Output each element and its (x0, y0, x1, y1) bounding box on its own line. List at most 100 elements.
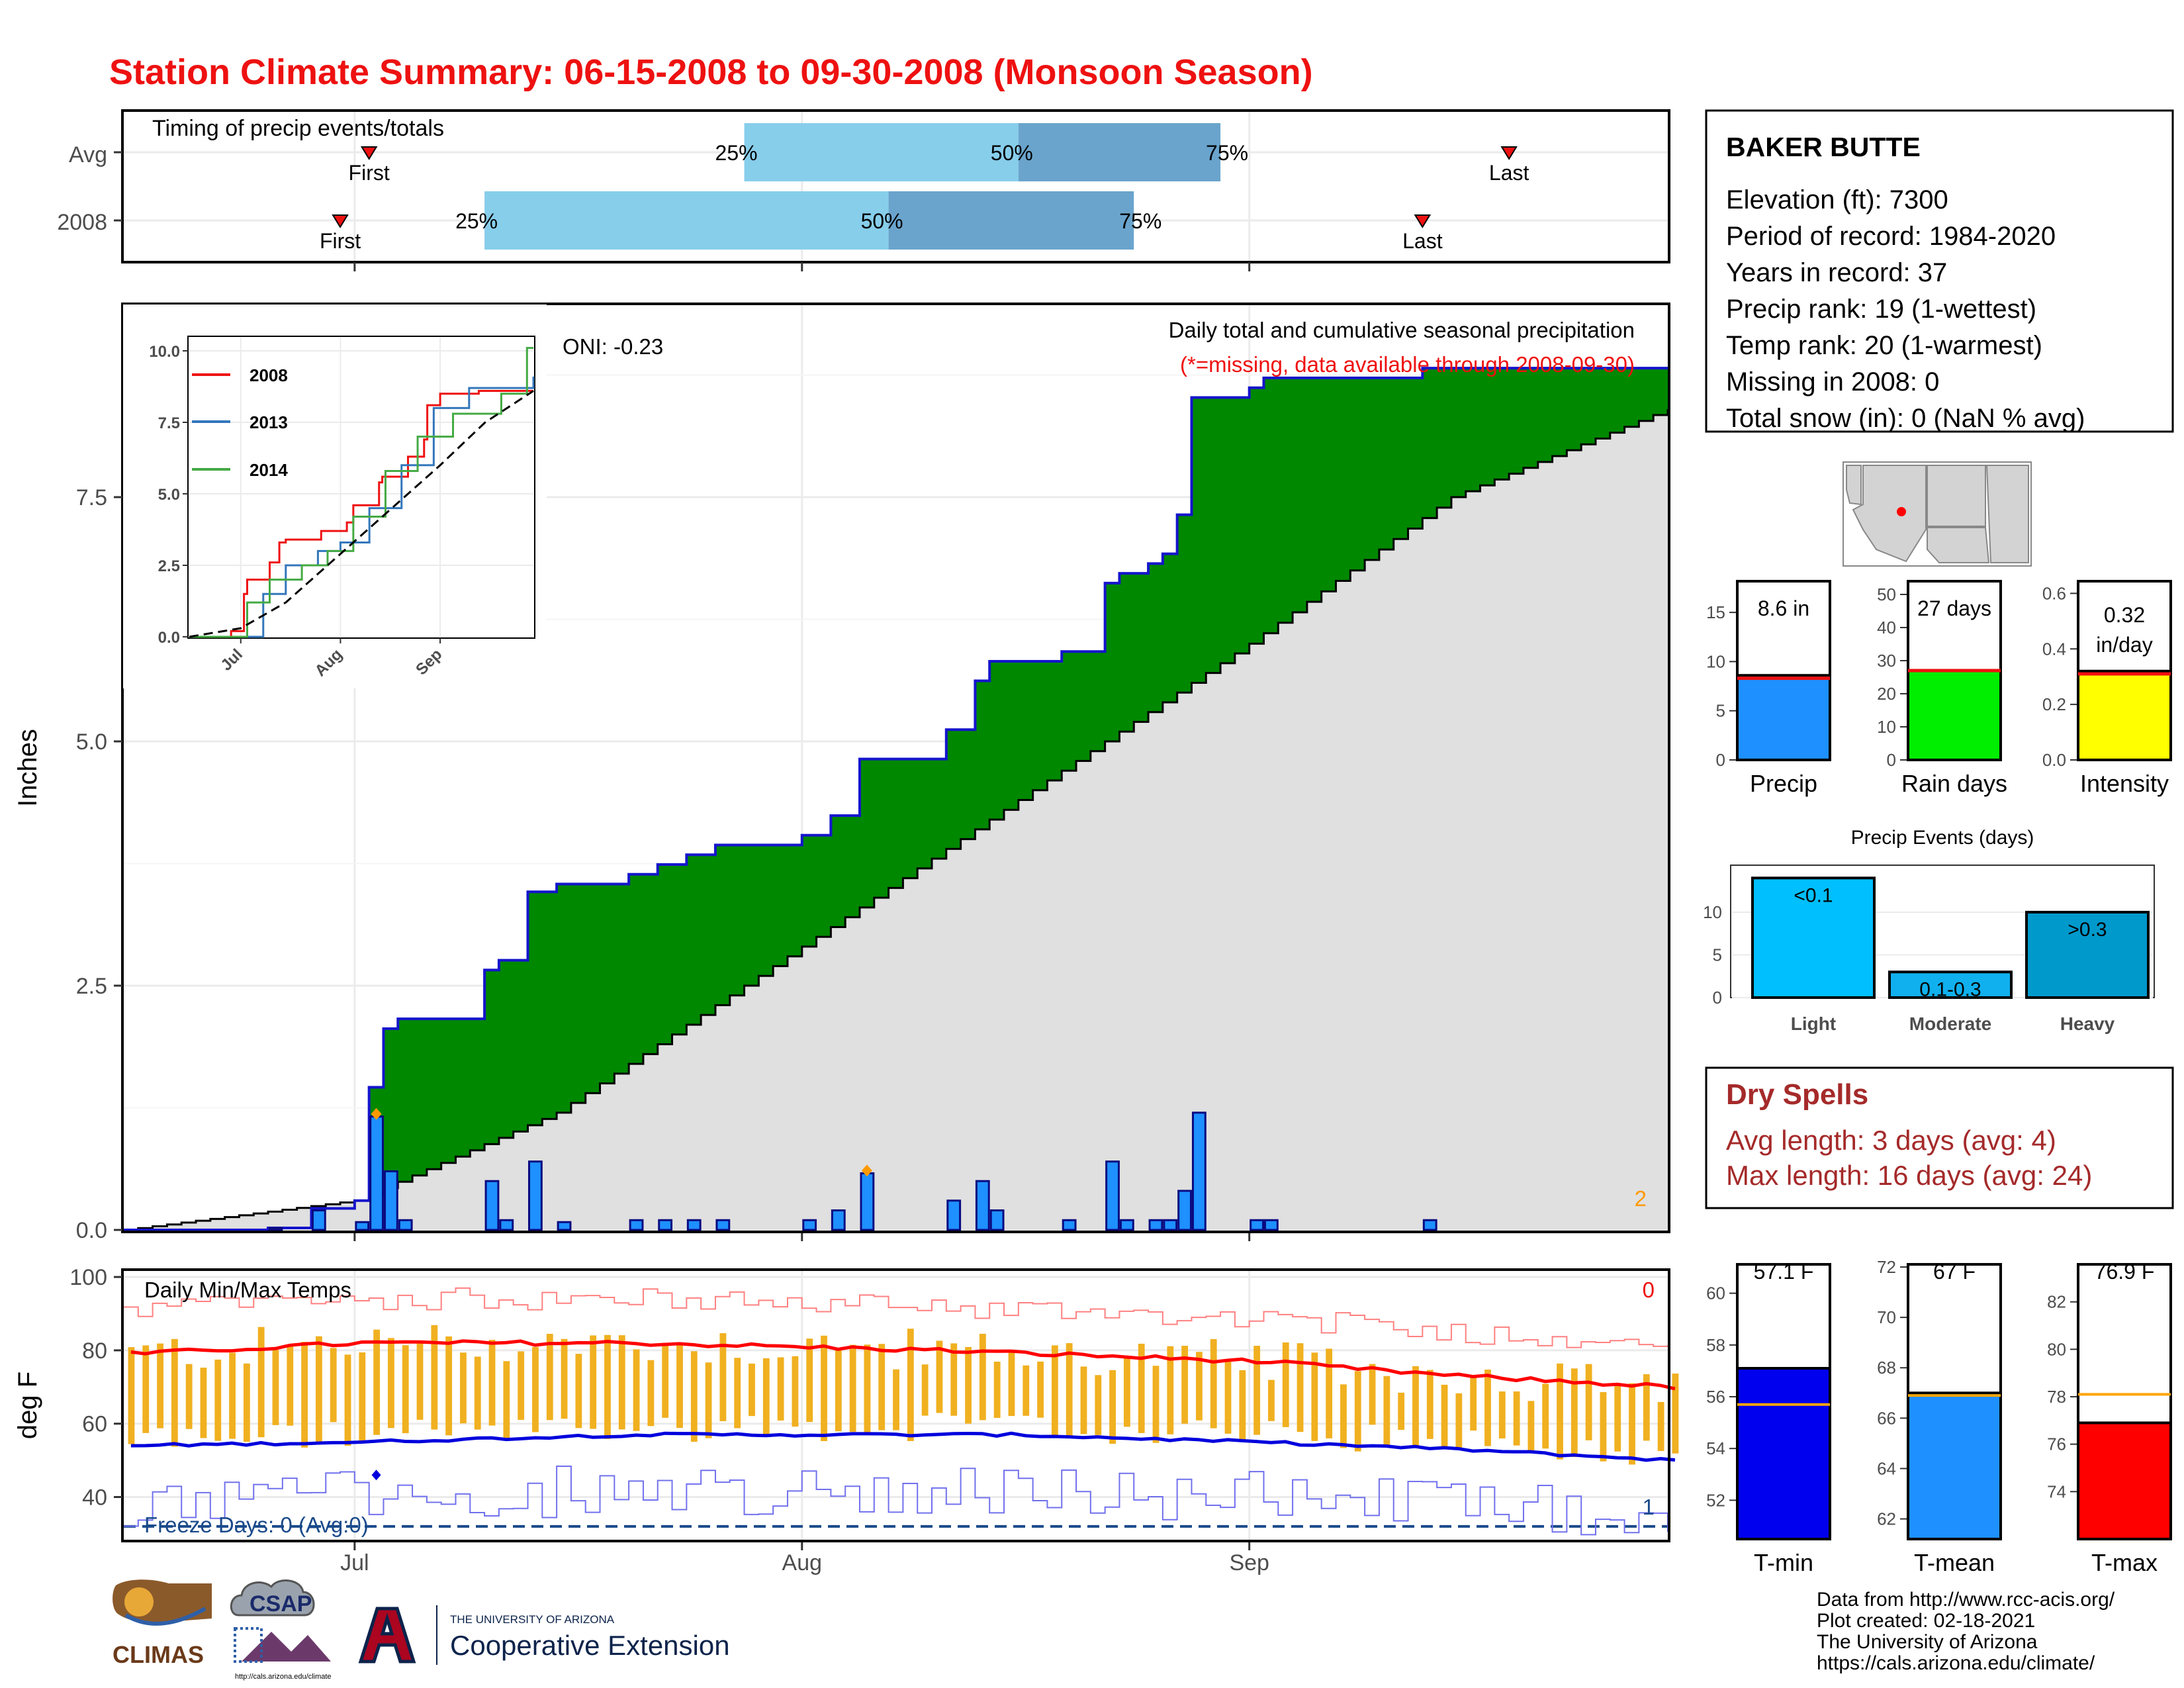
events-category-label: Light (1791, 1013, 1836, 1034)
daily-temp-bar (1470, 1377, 1477, 1431)
daily-temp-bar (662, 1342, 669, 1418)
daily-temp-bar (561, 1338, 568, 1419)
precip-panel-title: Daily total and cumulative seasonal prec… (1169, 318, 1635, 342)
record-tmax-line (124, 1287, 1668, 1348)
daily-temp-bar (416, 1343, 424, 1420)
daily-temp-bar (185, 1364, 193, 1429)
daily-temp-bar (1585, 1364, 1592, 1440)
daily-temp-bar (604, 1335, 611, 1439)
precip-ytick-label: 5.0 (76, 729, 107, 755)
temp-gauge-tick-label: 66 (1877, 1408, 1896, 1428)
daily-temp-bar (1570, 1368, 1578, 1458)
daily-precip-bar (311, 1209, 326, 1231)
freeze-days-label: Freeze Days: 0 (Avg:0) (144, 1513, 369, 1537)
daily-temp-bar (590, 1335, 597, 1429)
legend-label-2008: 2008 (250, 365, 288, 385)
daily-temp-bar (1268, 1380, 1275, 1421)
inset-series-average (189, 390, 534, 638)
daily-precip-bar (369, 1115, 384, 1231)
events-tick-label: 0 (1713, 988, 1722, 1008)
daily-temp-bar (1210, 1338, 1217, 1429)
timing-row-2008: 2008 (57, 210, 107, 235)
daily-temp-bar (936, 1340, 943, 1413)
daily-temp-bar (171, 1338, 178, 1447)
climas-logo-sun (124, 1587, 154, 1617)
locator-map (1843, 461, 2032, 567)
daily-precip-bar (946, 1199, 962, 1231)
climas-logo-text: CLIMAS (113, 1641, 204, 1668)
csap-logo-cloud (230, 1579, 315, 1617)
daily-temp-bar (1282, 1342, 1289, 1427)
daily-temp-bar (1557, 1363, 1563, 1460)
daily-temp-bar (301, 1342, 308, 1448)
gauge-tick-label: 0.0 (2042, 750, 2066, 770)
daily-temp-bar (1109, 1370, 1116, 1444)
above-average-area (124, 368, 1668, 1231)
daily-precip-bar (268, 1227, 283, 1231)
footer: CLIMAS CSAP http://cals.arizona.edu/clim… (113, 1579, 2115, 1681)
daily-temp-bar (142, 1345, 150, 1433)
gauge-tick-label: 0.4 (2042, 639, 2066, 659)
daily-temp-bar (1398, 1392, 1405, 1430)
events-bar-light (1751, 876, 1876, 1000)
daily-precip-bar (499, 1219, 514, 1231)
csap-logo: CSAP http://cals.arizona.edu/climate (230, 1579, 332, 1681)
timing-last-label: Last (1489, 161, 1529, 185)
footer-line-1: Data from http://www.rcc-acis.org/ (1817, 1589, 2115, 1611)
inset-ytick-label: 10.0 (149, 343, 180, 361)
daily-precip-bar (1250, 1219, 1264, 1231)
temp-corner-top: 0 (1643, 1278, 1655, 1302)
gauge-tick-label: 50 (1877, 585, 1896, 604)
daily-temp-bar (1152, 1366, 1160, 1443)
temp-gauge-tick-label: 68 (1877, 1358, 1896, 1378)
temp-gauge-label-tmean: T-mean (1914, 1549, 1995, 1576)
daily-temp-bar (1542, 1383, 1549, 1449)
daily-temp-bar (1426, 1370, 1433, 1439)
daily-precip-bar (1119, 1219, 1134, 1231)
temp-gauge-tick-label: 74 (2047, 1481, 2066, 1501)
temp-gauge-tick-label: 72 (1877, 1257, 1896, 1277)
daily-temp-bar (1672, 1373, 1679, 1454)
daily-temp-bar (243, 1363, 250, 1442)
precip-panel: 0.0 2.5 5.0 7.5 Inches Daily total and cumu… (13, 303, 1670, 1243)
timing-last-label: Last (1402, 229, 1443, 253)
temp-gauge-label-tmax: T-max (2091, 1549, 2158, 1576)
daily-temp-bar (1066, 1343, 1073, 1438)
daily-temp-bar (503, 1361, 510, 1438)
gauge-fill-rain_days (1907, 669, 2002, 761)
dry-spells-frame (1705, 1066, 2174, 1209)
daily-temp-bar (344, 1354, 351, 1446)
daily-temp-bar (1383, 1376, 1390, 1448)
station-line-missing: Missing in 2008: 0 (1726, 367, 1939, 397)
temp-gauge-tick-label: 80 (2047, 1339, 2066, 1359)
daily-temp-bar (1326, 1348, 1333, 1438)
gauge-value-precip: 8.6 in (1758, 596, 1809, 620)
daily-temp-bar (546, 1333, 553, 1421)
timing-first-label: First (349, 161, 390, 185)
daily-precip-bar (1062, 1219, 1077, 1231)
daily-temp-bar (1196, 1352, 1203, 1421)
daily-temp-bar (315, 1336, 322, 1443)
temp-panel-title: Daily Min/Max Temps (144, 1278, 351, 1302)
inset-ytick-label: 5.0 (158, 486, 180, 504)
events-bar-label: <0.1 (1794, 884, 1833, 906)
inset-ytick-label: 7.5 (158, 414, 180, 432)
daily-temp-bar (575, 1354, 582, 1429)
csap-logo-mountains (242, 1632, 331, 1662)
daily-temp-bar (1297, 1343, 1304, 1432)
temp-gauge-value-tmin: 57.1 F (1754, 1260, 1814, 1284)
temp-ytick-label: 60 (82, 1412, 107, 1437)
daily-precip-bar (686, 1219, 702, 1231)
record-low-marker (371, 1470, 381, 1481)
station-line-period: Period of record: 1984-2020 (1726, 222, 2056, 251)
record-tmin-line (124, 1466, 1668, 1536)
timing-bar-25-50-avg (744, 123, 1019, 181)
temp-gauge-value-tmax: 76.9 F (2095, 1260, 2155, 1284)
daily-temp-bar (388, 1338, 394, 1429)
station-line-years: Years in record: 37 (1726, 258, 1947, 287)
daily-precip-bar (1177, 1190, 1192, 1231)
gauge-fill-precip (1736, 674, 1831, 762)
events-title: Precip Events (days) (1851, 827, 2034, 849)
daily-temp-bar (719, 1333, 727, 1421)
